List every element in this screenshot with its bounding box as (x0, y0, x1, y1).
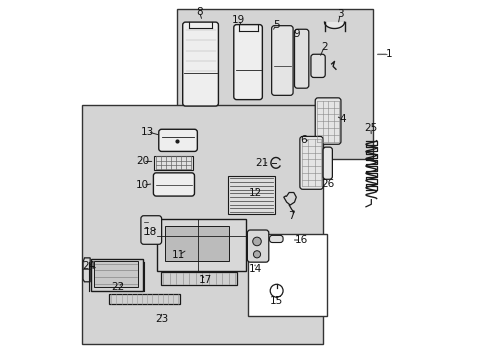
FancyBboxPatch shape (160, 272, 237, 285)
FancyBboxPatch shape (154, 156, 193, 170)
Text: 12: 12 (248, 188, 261, 198)
Circle shape (252, 237, 261, 246)
FancyBboxPatch shape (269, 235, 283, 243)
Text: 10: 10 (136, 180, 149, 190)
FancyBboxPatch shape (315, 98, 340, 144)
Text: 16: 16 (294, 235, 307, 245)
Text: 19: 19 (232, 15, 245, 25)
Text: 15: 15 (269, 296, 283, 306)
Text: 1: 1 (385, 49, 392, 59)
FancyBboxPatch shape (159, 129, 197, 152)
Text: 7: 7 (288, 211, 294, 221)
FancyBboxPatch shape (157, 219, 246, 271)
Bar (176, 9, 372, 158)
Text: 11: 11 (171, 250, 184, 260)
Text: 17: 17 (198, 275, 211, 285)
FancyBboxPatch shape (271, 26, 292, 95)
Text: 3: 3 (337, 9, 343, 19)
Circle shape (253, 251, 260, 258)
Text: 18: 18 (144, 227, 157, 237)
Polygon shape (83, 258, 90, 282)
Text: 14: 14 (248, 264, 261, 274)
Text: 4: 4 (338, 114, 345, 124)
FancyBboxPatch shape (183, 22, 218, 106)
FancyBboxPatch shape (294, 29, 308, 88)
Bar (82, 105, 323, 344)
FancyBboxPatch shape (91, 258, 142, 291)
Text: 6: 6 (300, 135, 306, 145)
FancyBboxPatch shape (108, 294, 180, 304)
Text: 9: 9 (292, 28, 299, 39)
Text: 8: 8 (195, 7, 202, 17)
Text: 13: 13 (141, 127, 154, 137)
FancyBboxPatch shape (165, 226, 229, 261)
Text: 25: 25 (364, 123, 377, 133)
FancyBboxPatch shape (141, 216, 162, 244)
Text: 24: 24 (82, 261, 96, 271)
FancyBboxPatch shape (247, 230, 268, 262)
Text: 26: 26 (321, 179, 334, 189)
FancyBboxPatch shape (153, 173, 194, 196)
FancyBboxPatch shape (310, 54, 325, 77)
FancyBboxPatch shape (323, 147, 332, 179)
Text: 20: 20 (136, 157, 149, 166)
FancyBboxPatch shape (228, 176, 274, 214)
Text: 23: 23 (155, 314, 168, 324)
FancyBboxPatch shape (299, 136, 323, 189)
Text: 2: 2 (321, 42, 327, 52)
Text: 22: 22 (111, 282, 124, 292)
Bar (247, 234, 326, 316)
FancyBboxPatch shape (94, 261, 138, 287)
Text: 5: 5 (272, 19, 279, 30)
Text: 21: 21 (255, 158, 268, 168)
FancyBboxPatch shape (233, 24, 262, 100)
